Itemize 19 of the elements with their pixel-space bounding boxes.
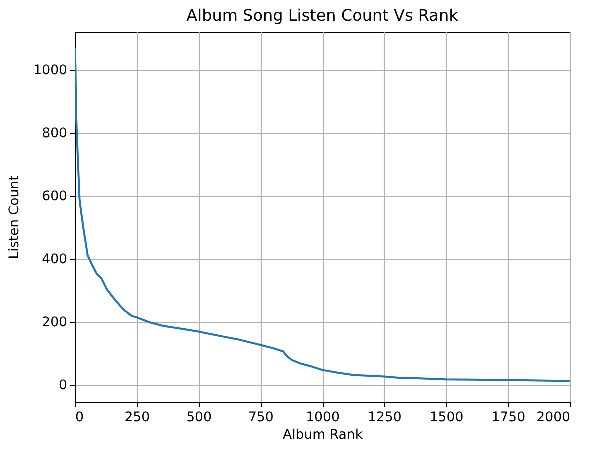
line-series [75, 48, 570, 382]
y-tick-label: 600 [42, 190, 68, 205]
x-tick-label: 2000 [536, 410, 570, 426]
y-tick-label: 1000 [34, 64, 68, 79]
y-tick-label: 0 [59, 378, 68, 394]
y-tick-label: 800 [42, 126, 68, 142]
x-tick-label: 1500 [430, 410, 464, 426]
x-tick-label: 1000 [306, 410, 340, 426]
x-tick-label: 1750 [492, 410, 526, 426]
y-axis-title: Listen Count [8, 176, 23, 260]
x-tick-label: 0 [76, 410, 84, 426]
y-tick-label: 200 [42, 316, 68, 331]
x-tick-label: 250 [124, 410, 150, 426]
chart-title: Album Song Listen Count Vs Rank [186, 6, 460, 25]
x-axis-title: Album Rank [282, 428, 364, 443]
y-tick-label: 400 [42, 252, 68, 268]
x-tick-label: 500 [186, 410, 212, 426]
x-tick-label: 750 [248, 410, 274, 426]
x-tick-label: 1250 [368, 410, 402, 426]
